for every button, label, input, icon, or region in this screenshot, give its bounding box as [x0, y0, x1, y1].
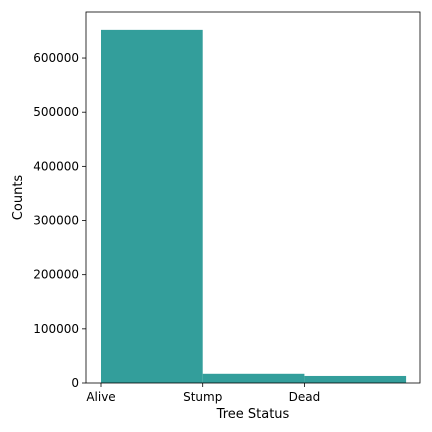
bars-group [101, 29, 407, 384]
y-tick-label: 500000 [33, 105, 79, 119]
x-ticks-group: Alive Stump Dead [86, 383, 320, 404]
bar-alive [101, 29, 203, 384]
y-tick-label: 400000 [33, 159, 79, 173]
y-tick-label: 300000 [33, 214, 79, 228]
y-tick-label: 100000 [33, 322, 79, 336]
y-tick-label: 600000 [33, 51, 79, 65]
y-tick-label: 0 [71, 376, 79, 390]
x-axis-label: Tree Status [216, 407, 290, 422]
y-axis-label: Counts [11, 175, 26, 221]
y-tick-label: 200000 [33, 268, 79, 282]
x-tick-label-stump: Stump [183, 390, 222, 404]
bar-stump [202, 373, 305, 383]
y-ticks-group: 0 100000 200000 300000 400000 500000 600000 [33, 51, 86, 390]
plot-frame [85, 11, 421, 384]
x-tick-label-dead: Dead [289, 390, 321, 404]
x-tick-label-alive: Alive [86, 390, 115, 404]
bar-dead [304, 375, 407, 383]
